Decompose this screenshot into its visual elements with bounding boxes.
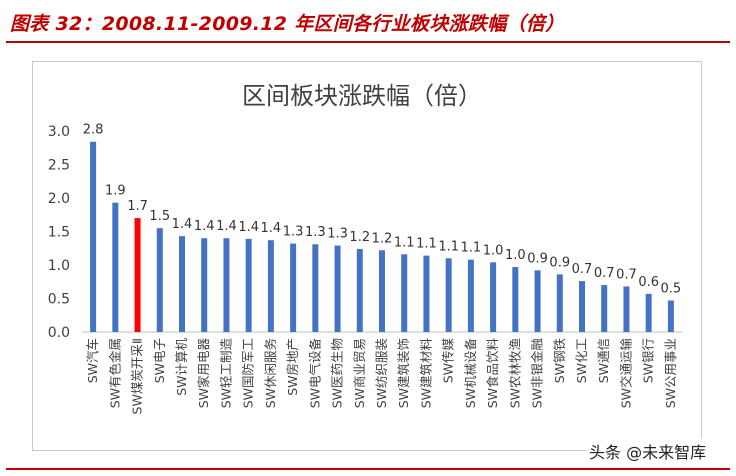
bar-SW农林牧渔 (512, 267, 519, 332)
data-label: 1.1 (394, 235, 415, 250)
category-label: SW休闲服务 (263, 338, 278, 408)
bar-SW通信 (601, 285, 608, 332)
y-tick-label: 2.5 (48, 158, 70, 174)
bar-SW家用电器 (201, 238, 208, 332)
data-label: 1.4 (194, 219, 215, 234)
bar-SW休闲服务 (267, 240, 274, 332)
category-label: SW非银金融 (530, 338, 545, 409)
bar-SW钢铁 (556, 274, 563, 332)
category-label: SW化工 (574, 338, 589, 383)
data-label: 1.4 (172, 217, 193, 232)
data-label: 1.1 (461, 241, 482, 256)
data-label: 0.7 (572, 262, 593, 277)
data-label: 1.3 (327, 227, 348, 242)
bar-SW商业贸易 (356, 248, 363, 332)
category-label: SW纺织服装 (374, 338, 389, 408)
bar-series (90, 141, 674, 332)
category-label: SW房地产 (285, 338, 300, 396)
bar-SW纺织服装 (379, 250, 385, 332)
data-label: 0.9 (527, 251, 548, 266)
bar-SW传媒 (445, 258, 452, 332)
watermark: 头条 @未来智库 (586, 438, 710, 464)
data-label: 1.9 (105, 184, 126, 199)
y-tick-label: 2.0 (48, 191, 70, 207)
data-label: 1.0 (483, 243, 504, 258)
bar-SW轻工制造 (223, 238, 230, 332)
category-label: SW银行 (641, 338, 656, 383)
data-label: 1.5 (149, 209, 170, 224)
category-label: SW计算机 (174, 338, 189, 396)
bar-SW交通运输 (623, 286, 630, 332)
data-label: 1.1 (438, 239, 459, 254)
bottom-divider (6, 468, 730, 470)
bar-SW机械设备 (467, 259, 474, 332)
bar-SW电气设备 (312, 244, 319, 332)
category-label: SW机械设备 (463, 338, 478, 409)
category-label: SW通信 (596, 338, 611, 383)
bar-SW电子 (156, 228, 163, 332)
bar-SW建筑材料 (423, 255, 430, 332)
data-label: 0.6 (638, 275, 659, 290)
data-label: 1.7 (127, 199, 148, 214)
chart-title: 区间板块涨跌幅（倍） (242, 82, 482, 110)
y-tick-label: 0.5 (48, 292, 70, 308)
category-label: SW家用电器 (196, 338, 211, 409)
category-label: SW汽车 (85, 338, 100, 383)
category-label: SW食品饮料 (485, 338, 500, 409)
category-label: SW农林牧渔 (507, 338, 522, 408)
data-label: 0.7 (594, 266, 615, 281)
category-label: SW商业贸易 (352, 338, 367, 408)
y-tick-label: 0.0 (48, 325, 70, 341)
data-label: 1.4 (261, 221, 282, 236)
data-label: 0.7 (616, 267, 637, 282)
report-title: 图表 32：2008.11-2009.12 年区间各行业板块涨跌幅（倍） (10, 13, 565, 35)
bar-SW煤炭开采Ⅱ (134, 218, 141, 332)
category-label: SW国防军工 (241, 338, 256, 408)
y-axis: 0.0 0.5 1.0 1.5 2.0 2.5 3.0 (48, 124, 70, 341)
category-label: SW建筑材料 (418, 338, 433, 409)
bar-SW银行 (645, 293, 652, 332)
category-label: SW传媒 (441, 338, 456, 384)
data-label: 1.2 (372, 231, 393, 246)
data-label: 0.9 (549, 255, 570, 270)
title-divider (6, 41, 730, 43)
category-label: SW医药生物 (330, 338, 345, 408)
category-label: SW轻工制造 (218, 338, 233, 409)
category-label: SW有色金属 (107, 338, 122, 408)
chart-frame (32, 61, 702, 451)
category-label: SW公用事业 (663, 338, 678, 408)
bar-SW化工 (579, 281, 585, 332)
data-label: 2.8 (83, 123, 104, 138)
category-label: SW煤炭开采Ⅱ (130, 338, 145, 414)
bar-SW建筑装饰 (401, 254, 408, 332)
data-label: 1.4 (238, 220, 259, 235)
bar-SW医药生物 (334, 245, 341, 332)
bar-SW国防军工 (245, 238, 252, 332)
category-label: SW电气设备 (307, 338, 322, 409)
bar-SW计算机 (179, 236, 185, 332)
x-axis-labels: SW汽车 SW有色金属 SW煤炭开采Ⅱ SW电子 SW计算机 SW家用电器 SW轻工制造 SW… (85, 338, 678, 415)
category-label: SW电子 (152, 338, 167, 383)
data-label: 1.3 (283, 225, 304, 240)
category-label: SW建筑装饰 (396, 338, 411, 408)
category-label: SW交通运输 (618, 338, 633, 409)
bar-SW食品饮料 (490, 262, 497, 332)
bar-SW公用事业 (667, 300, 674, 332)
data-label: 1.2 (349, 230, 370, 245)
y-tick-label: 3.0 (48, 124, 70, 140)
category-label: SW钢铁 (552, 338, 567, 384)
data-label: 1.3 (305, 225, 326, 240)
data-label: 1.1 (416, 237, 437, 252)
y-tick-label: 1.5 (48, 225, 70, 241)
bar-SW汽车 (90, 141, 97, 332)
bar-SW房地产 (290, 243, 297, 332)
bar-SW有色金属 (112, 202, 119, 332)
bar-SW非银金融 (534, 270, 541, 332)
data-label: 1.0 (505, 248, 526, 263)
data-label: 0.5 (661, 282, 682, 297)
data-labels: 2.81.91.71.51.4 1.4 1.4 1.4 1.4 1.3 1.3 1.3 1.2 1… (83, 123, 681, 297)
y-tick-label: 1.0 (48, 258, 70, 274)
data-label: 1.4 (216, 219, 237, 234)
